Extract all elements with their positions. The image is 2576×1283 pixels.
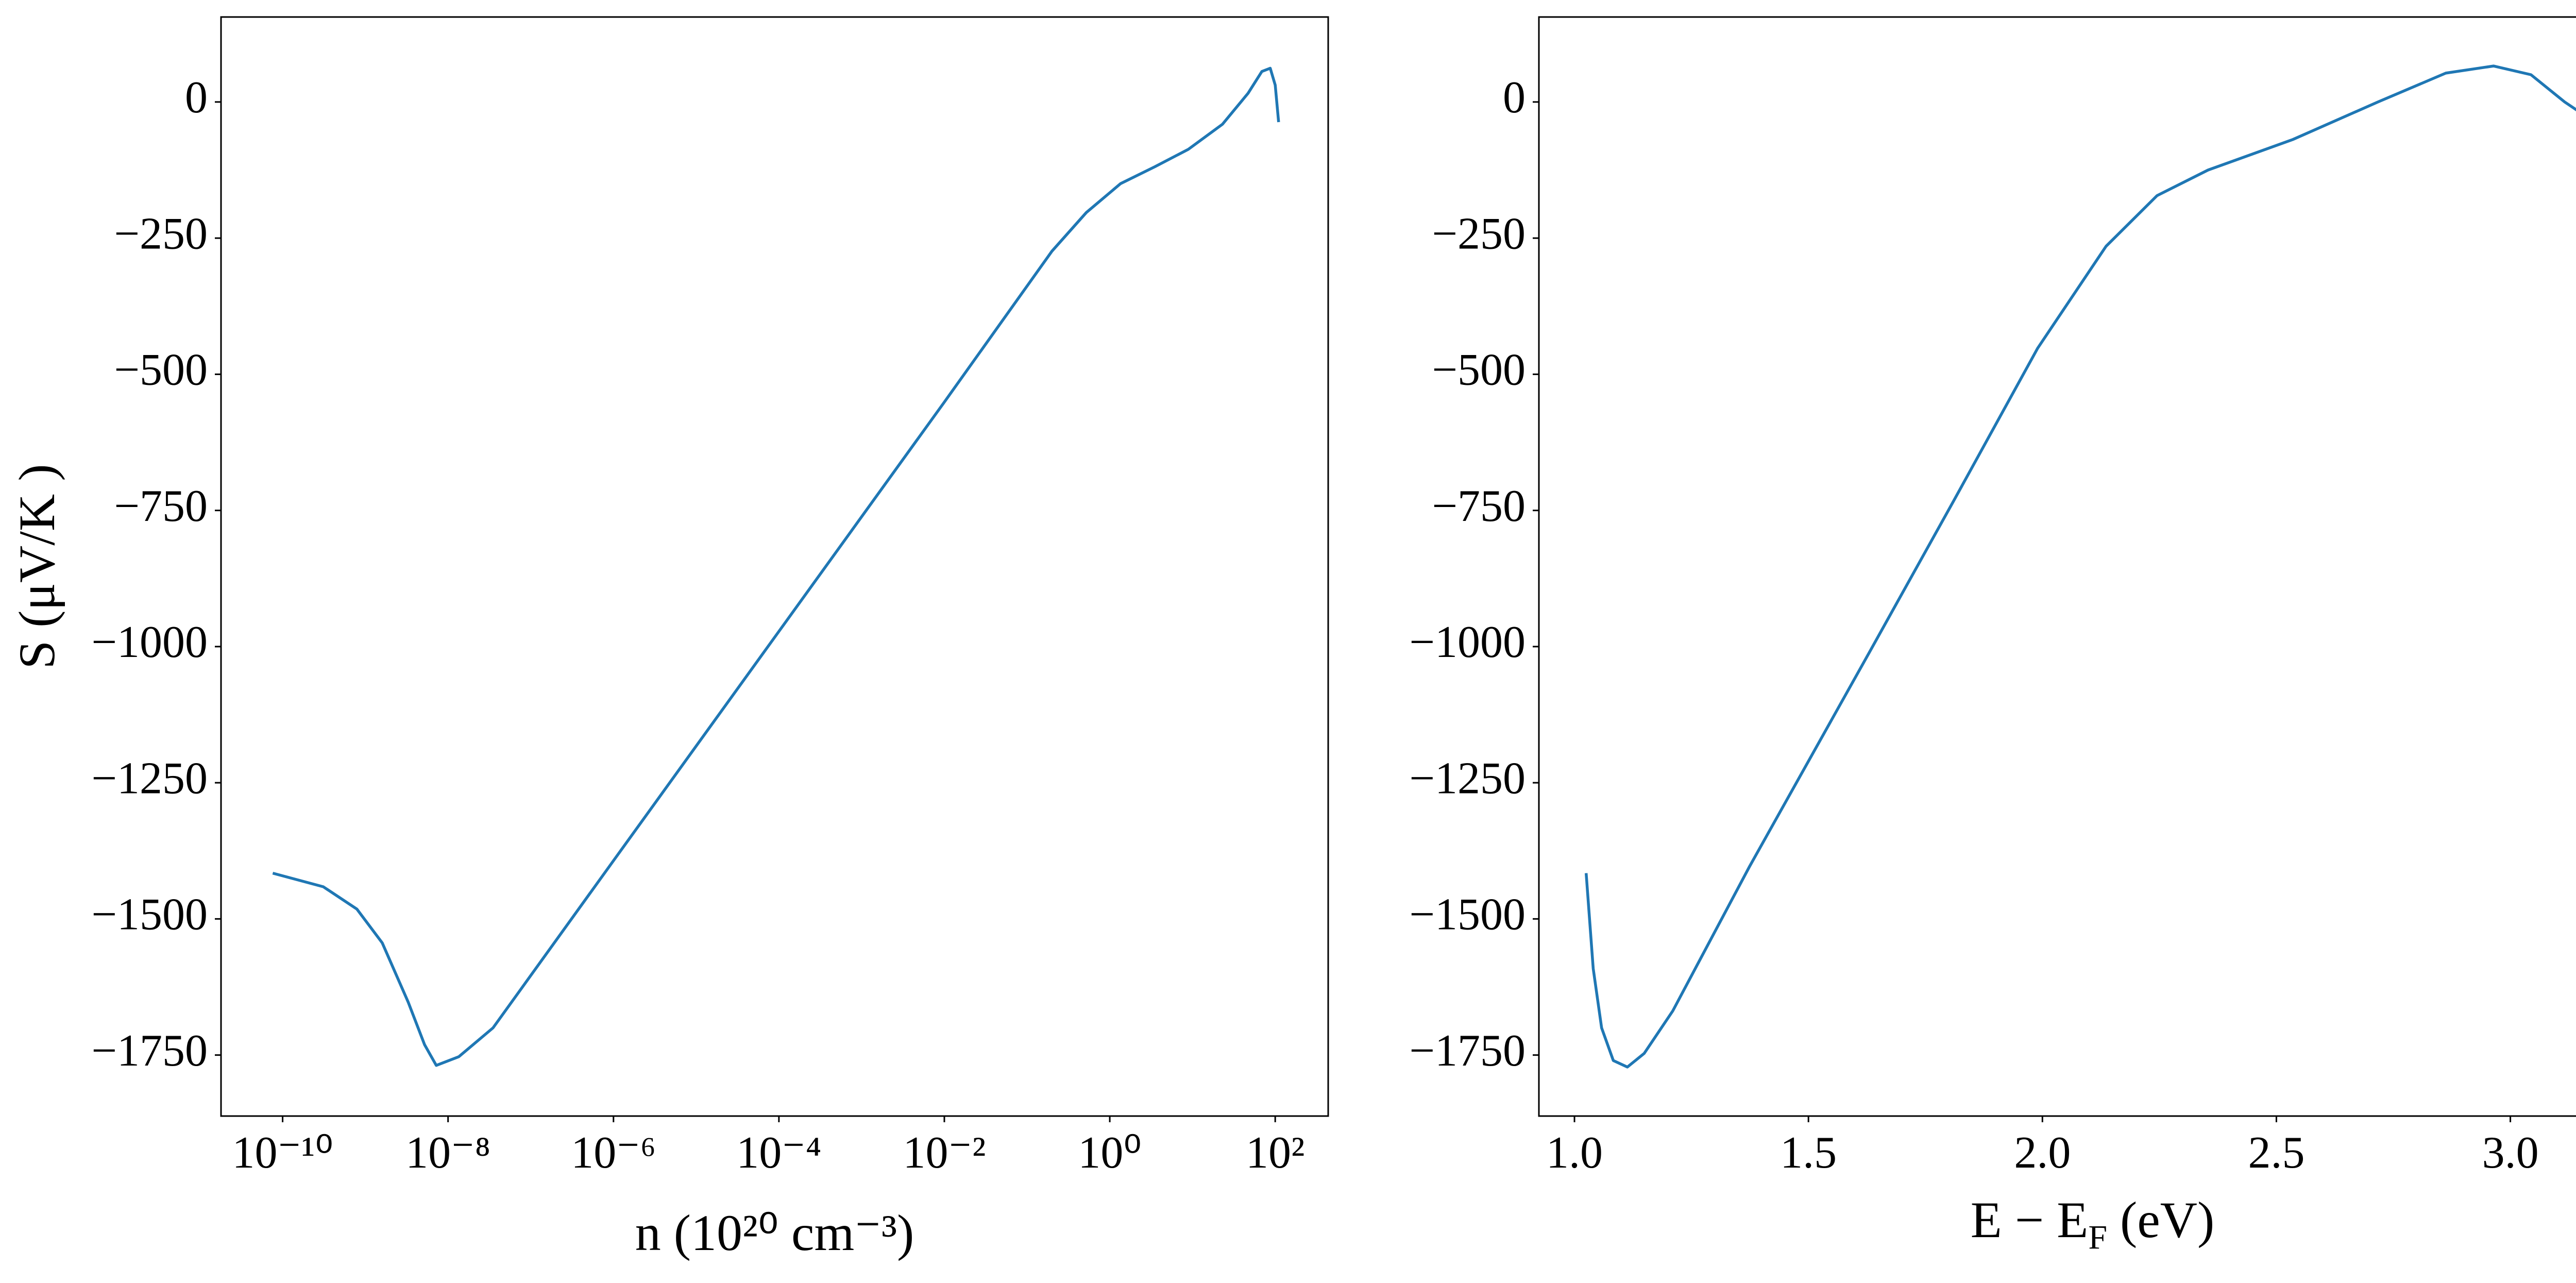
y-tick-label: −1000 [1409,617,1526,667]
x-tick-label: 2.5 [2248,1128,2304,1178]
y-tick-label: −500 [1432,345,1526,395]
y-tick-label: −1500 [1409,890,1526,940]
data-line [1584,64,2576,1069]
x-axis-label-part: (eV) [2107,1191,2214,1248]
y-tick-label: −750 [1432,481,1526,531]
y-tick-label: 0 [1503,73,1526,123]
y-tick-label: −250 [114,209,208,259]
y-tick-label: 0 [185,73,208,123]
plot-frame [220,16,1329,1117]
y-tick-label: −250 [1432,209,1526,259]
x-tick-label: 10⁻⁴ [736,1128,821,1178]
x-tick-label: 10⁻¹⁰ [232,1128,333,1178]
x-tick-label: 1.0 [1546,1128,1603,1178]
y-tick-label: −500 [114,345,208,395]
plot-frame [1538,16,2576,1117]
x-tick-label: 3.0 [2482,1128,2539,1178]
y-tick-label: −1500 [91,890,208,940]
x-tick-label: 1.5 [1780,1128,1837,1178]
x-axis-label: n (10²⁰ cm⁻³) [635,1204,914,1261]
x-tick-label: 10⁻⁶ [571,1128,656,1178]
y-tick-label: −1000 [91,617,208,667]
y-tick-label: −1750 [1409,1026,1526,1076]
y-tick-label: −1250 [1409,753,1526,803]
y-axis-label: S (μV/K ) [8,464,65,669]
x-tick-label: 10⁻⁸ [405,1128,490,1178]
x-tick-label: 10² [1246,1128,1304,1178]
y-tick-label: −1750 [91,1026,208,1076]
x-tick-label: 10⁰ [1078,1128,1141,1178]
y-tick-label: −750 [114,481,208,531]
x-axis-label: E − EF (eV) [1971,1191,2215,1256]
data-line [272,66,1280,1067]
x-tick-label: 2.0 [2014,1128,2071,1178]
y-tick-label: −1250 [91,753,208,803]
x-axis-label-part: F [2088,1219,2107,1256]
x-tick-label: 10⁻² [903,1128,986,1178]
x-axis-label-part: E − E [1971,1191,2089,1248]
